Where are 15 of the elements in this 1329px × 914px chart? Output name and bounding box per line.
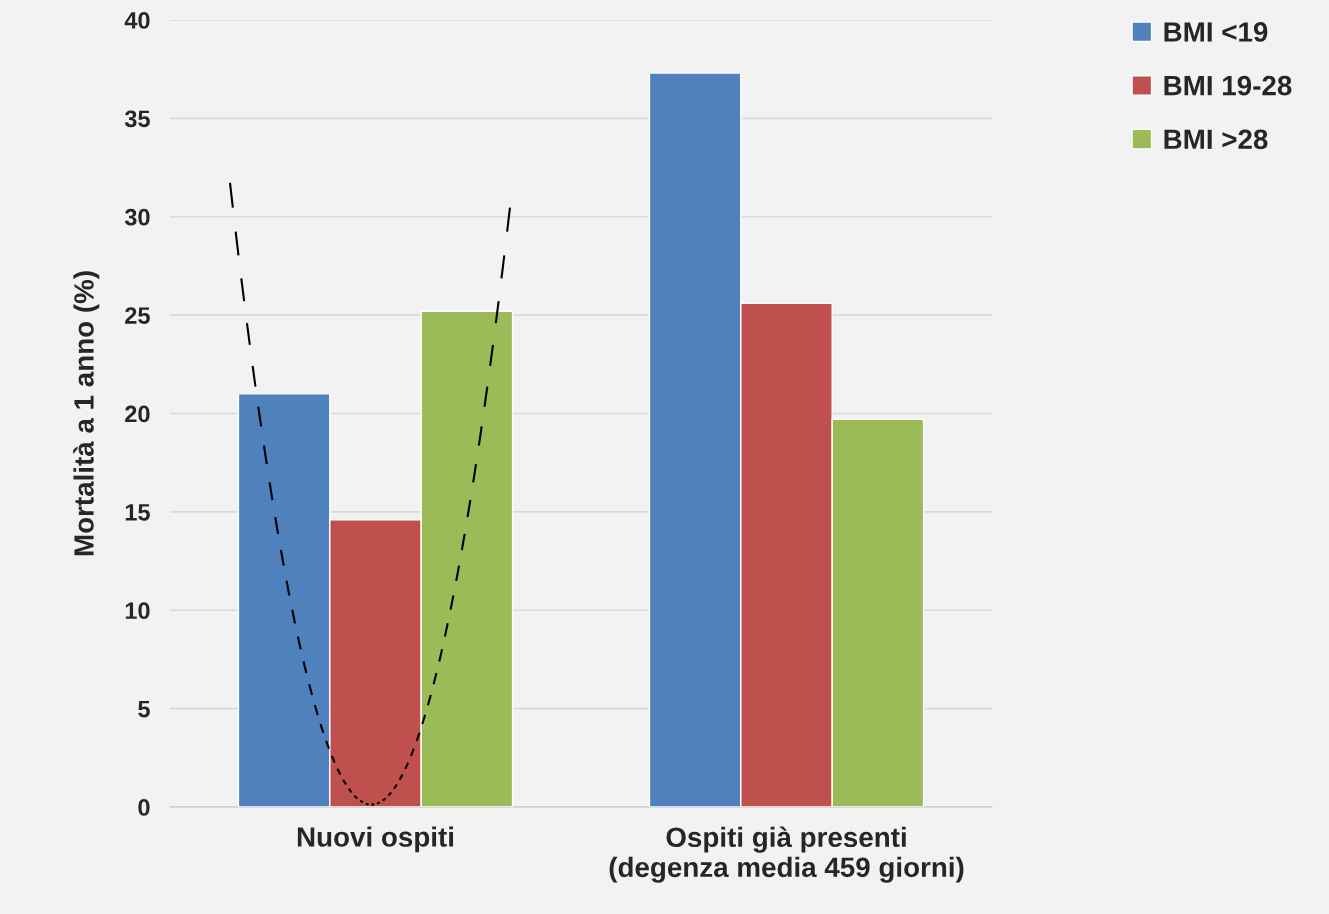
y-tick-label: 25 [125,307,150,324]
y-tick-label: 10 [125,602,150,620]
y-tick-label: 0 [138,799,150,816]
x-tick-label: Ospiti già presenti (degenza media 459 giorni) [609,826,964,883]
y-tick-label: 5 [138,700,150,718]
y-tick-label: 15 [125,504,150,521]
legend-label: BMI <19 [1164,22,1268,42]
y-tick-label: 40 [124,12,150,29]
legend-label: BMI >28 [1164,129,1268,150]
y-tick-label: 30 [124,208,150,226]
legend-label: BMI 19-28 [1164,75,1292,96]
y-tick-label: 20 [125,405,150,423]
y-axis-title: Mortalità a 1 anno (%) [73,271,100,556]
y-tick-label: 35 [124,110,150,128]
x-tick-label: Nuovi ospiti [297,826,454,853]
